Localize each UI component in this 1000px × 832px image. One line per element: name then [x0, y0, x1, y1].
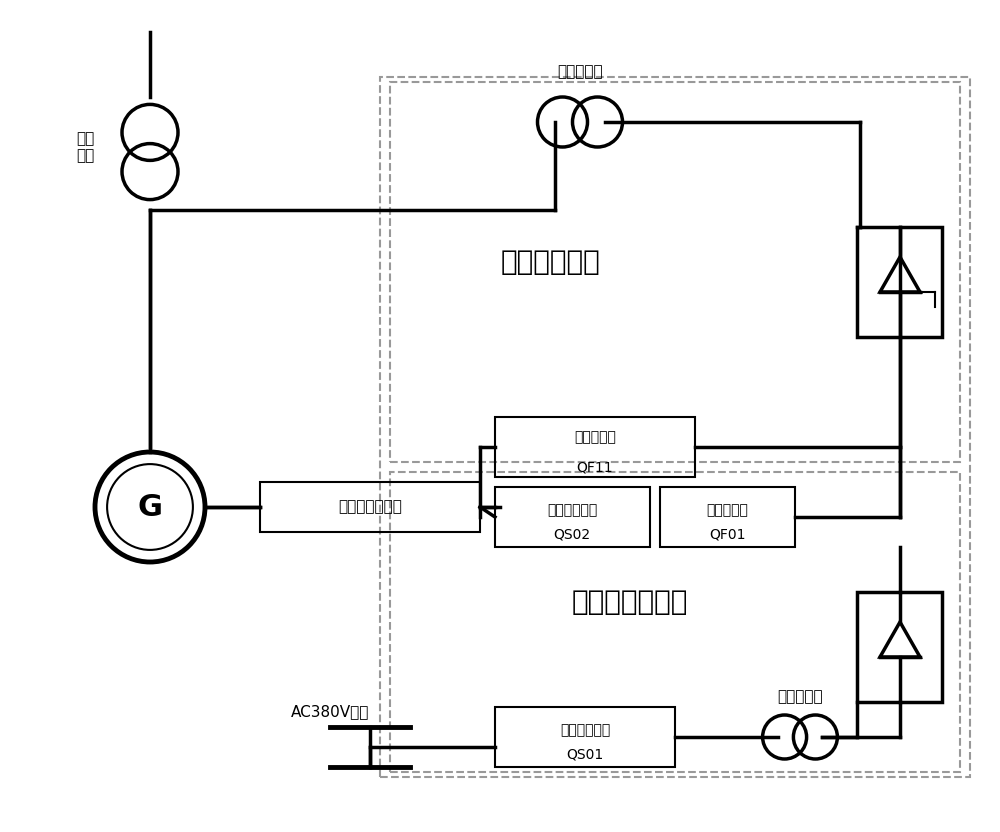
- Bar: [495, 417, 695, 477]
- Text: 灭磁、过压保护: 灭磁、过压保护: [338, 499, 402, 514]
- Bar: [390, 472, 960, 772]
- Text: QS02: QS02: [553, 528, 591, 542]
- Text: 主变
压器: 主变 压器: [76, 131, 94, 163]
- Text: 励磁变压器: 励磁变压器: [557, 65, 603, 80]
- Text: QS01: QS01: [566, 748, 604, 762]
- Bar: [390, 82, 960, 462]
- Text: 电动隔离开关: 电动隔离开关: [547, 503, 597, 517]
- Bar: [260, 482, 480, 532]
- Bar: [660, 487, 795, 547]
- Text: AC380V电源: AC380V电源: [291, 705, 369, 720]
- Bar: [857, 592, 942, 702]
- Text: 磁场断路器: 磁场断路器: [574, 430, 616, 444]
- Text: 启动变压器: 启动变压器: [777, 690, 823, 705]
- Bar: [495, 487, 650, 547]
- Text: 磁场断路器: 磁场断路器: [706, 503, 748, 517]
- Bar: [857, 227, 942, 337]
- Text: 主励磁主回路: 主励磁主回路: [500, 248, 600, 276]
- Text: 交流隔离开关: 交流隔离开关: [560, 723, 610, 737]
- Bar: [495, 707, 675, 767]
- Text: G: G: [138, 493, 162, 522]
- Text: 启动励磁主回路: 启动励磁主回路: [572, 588, 688, 616]
- Text: QF11: QF11: [577, 460, 613, 474]
- Text: QF01: QF01: [709, 528, 745, 542]
- Bar: [380, 77, 970, 777]
